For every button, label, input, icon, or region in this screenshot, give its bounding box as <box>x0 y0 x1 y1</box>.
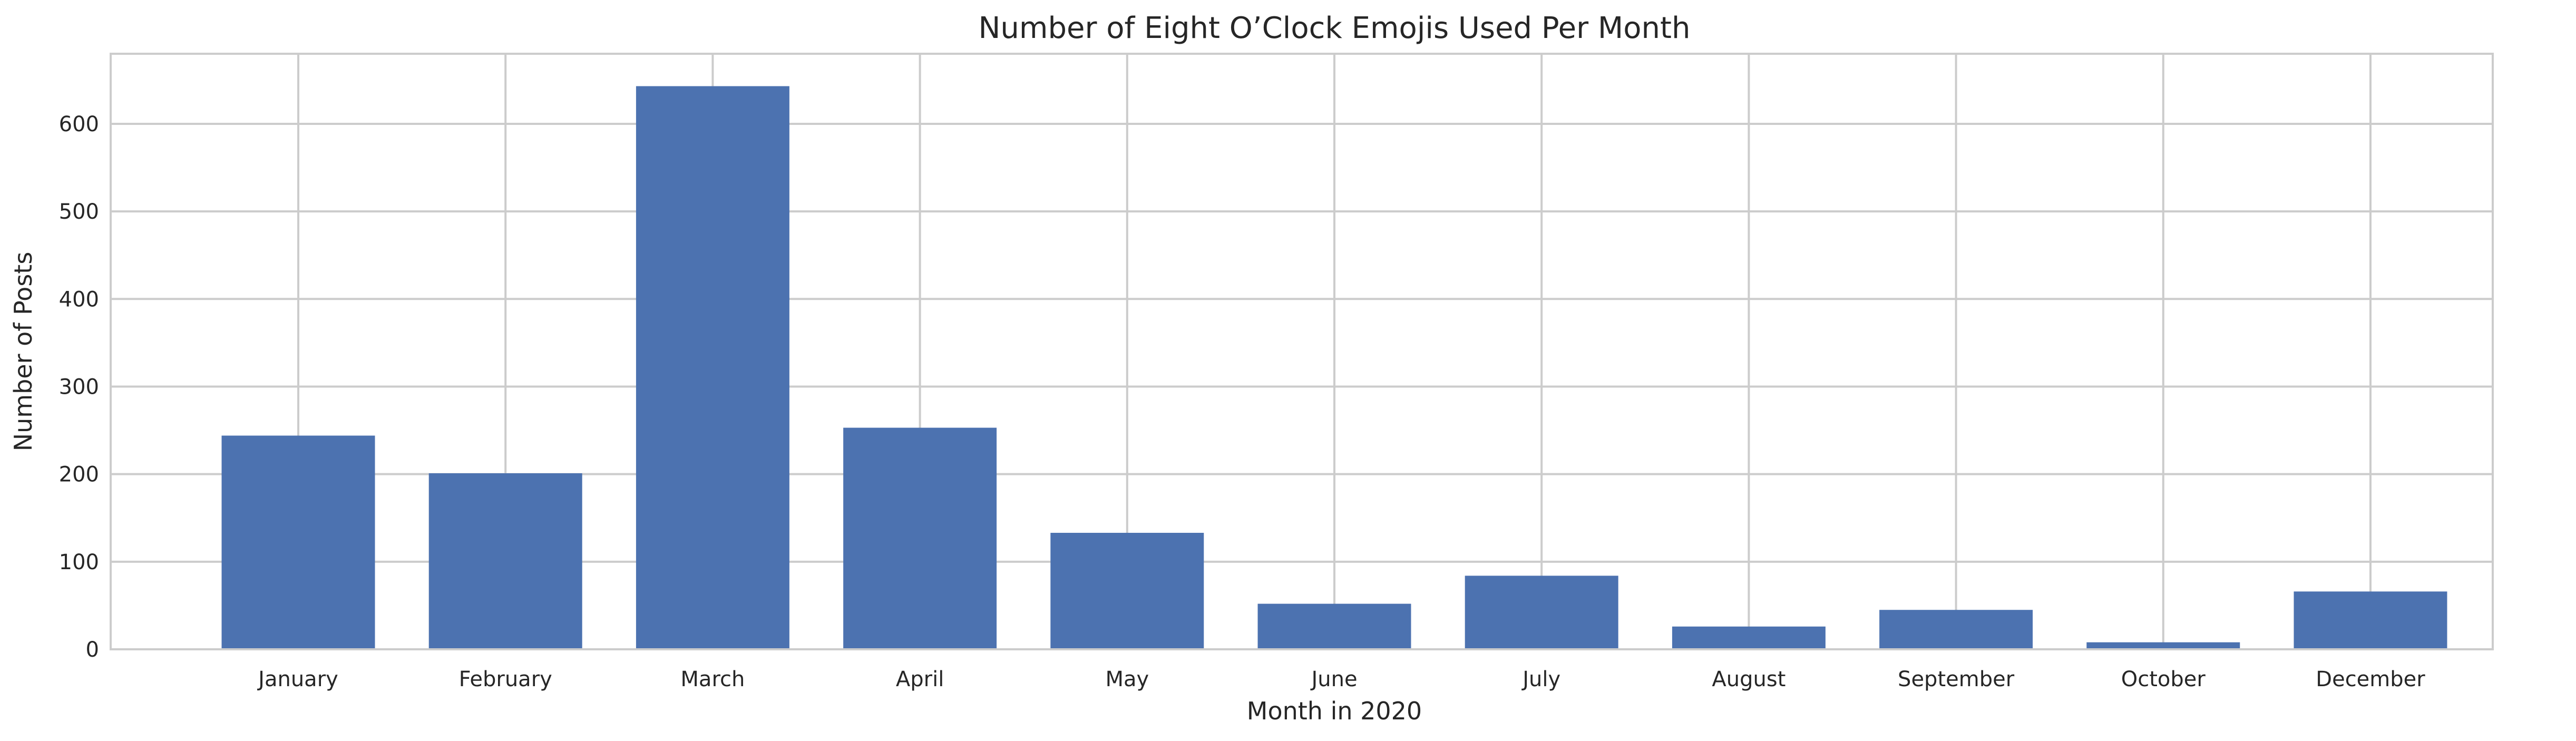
y-tick-label: 100 <box>59 550 99 574</box>
x-tick-label: February <box>459 667 552 691</box>
x-tick-label: June <box>1310 667 1357 691</box>
bar-june <box>1257 603 1411 649</box>
bar-september <box>1879 610 2033 649</box>
bar-february <box>428 473 582 649</box>
y-tick-label: 400 <box>59 287 99 311</box>
x-tick-label: July <box>1521 667 1560 691</box>
bar-april <box>843 427 997 649</box>
y-tick-label: 0 <box>86 638 99 662</box>
bar-december <box>2294 591 2447 649</box>
y-tick-label: 600 <box>59 112 99 136</box>
y-tick-label: 200 <box>59 463 99 487</box>
bar-january <box>221 435 375 649</box>
bar-march <box>636 86 789 649</box>
y-tick-label: 500 <box>59 200 99 224</box>
bar-august <box>1672 626 1826 649</box>
x-tick-label: May <box>1105 667 1149 691</box>
y-tick-label: 300 <box>59 375 99 399</box>
bar-may <box>1050 532 1204 649</box>
x-tick-label: December <box>2316 667 2425 691</box>
bar-july <box>1465 576 1618 649</box>
x-tick-label: September <box>1898 667 2015 691</box>
bar-october <box>2086 642 2240 649</box>
x-tick-label: April <box>896 667 944 691</box>
x-tick-label: August <box>1712 667 1785 691</box>
x-tick-label: January <box>257 667 338 691</box>
x-axis-label: Month in 2020 <box>1247 697 1422 725</box>
bar-layer <box>221 86 2447 649</box>
plot-frame <box>110 53 2494 650</box>
chart-title: Number of Eight O’Clock Emojis Used Per … <box>979 11 1691 45</box>
x-tick-label: March <box>680 667 745 691</box>
y-axis-label: Number of Posts <box>9 252 37 452</box>
x-tick-label: October <box>2121 667 2206 691</box>
tick-layer: 0 100 200 300 400 500 600 January February March A… <box>59 112 2426 691</box>
